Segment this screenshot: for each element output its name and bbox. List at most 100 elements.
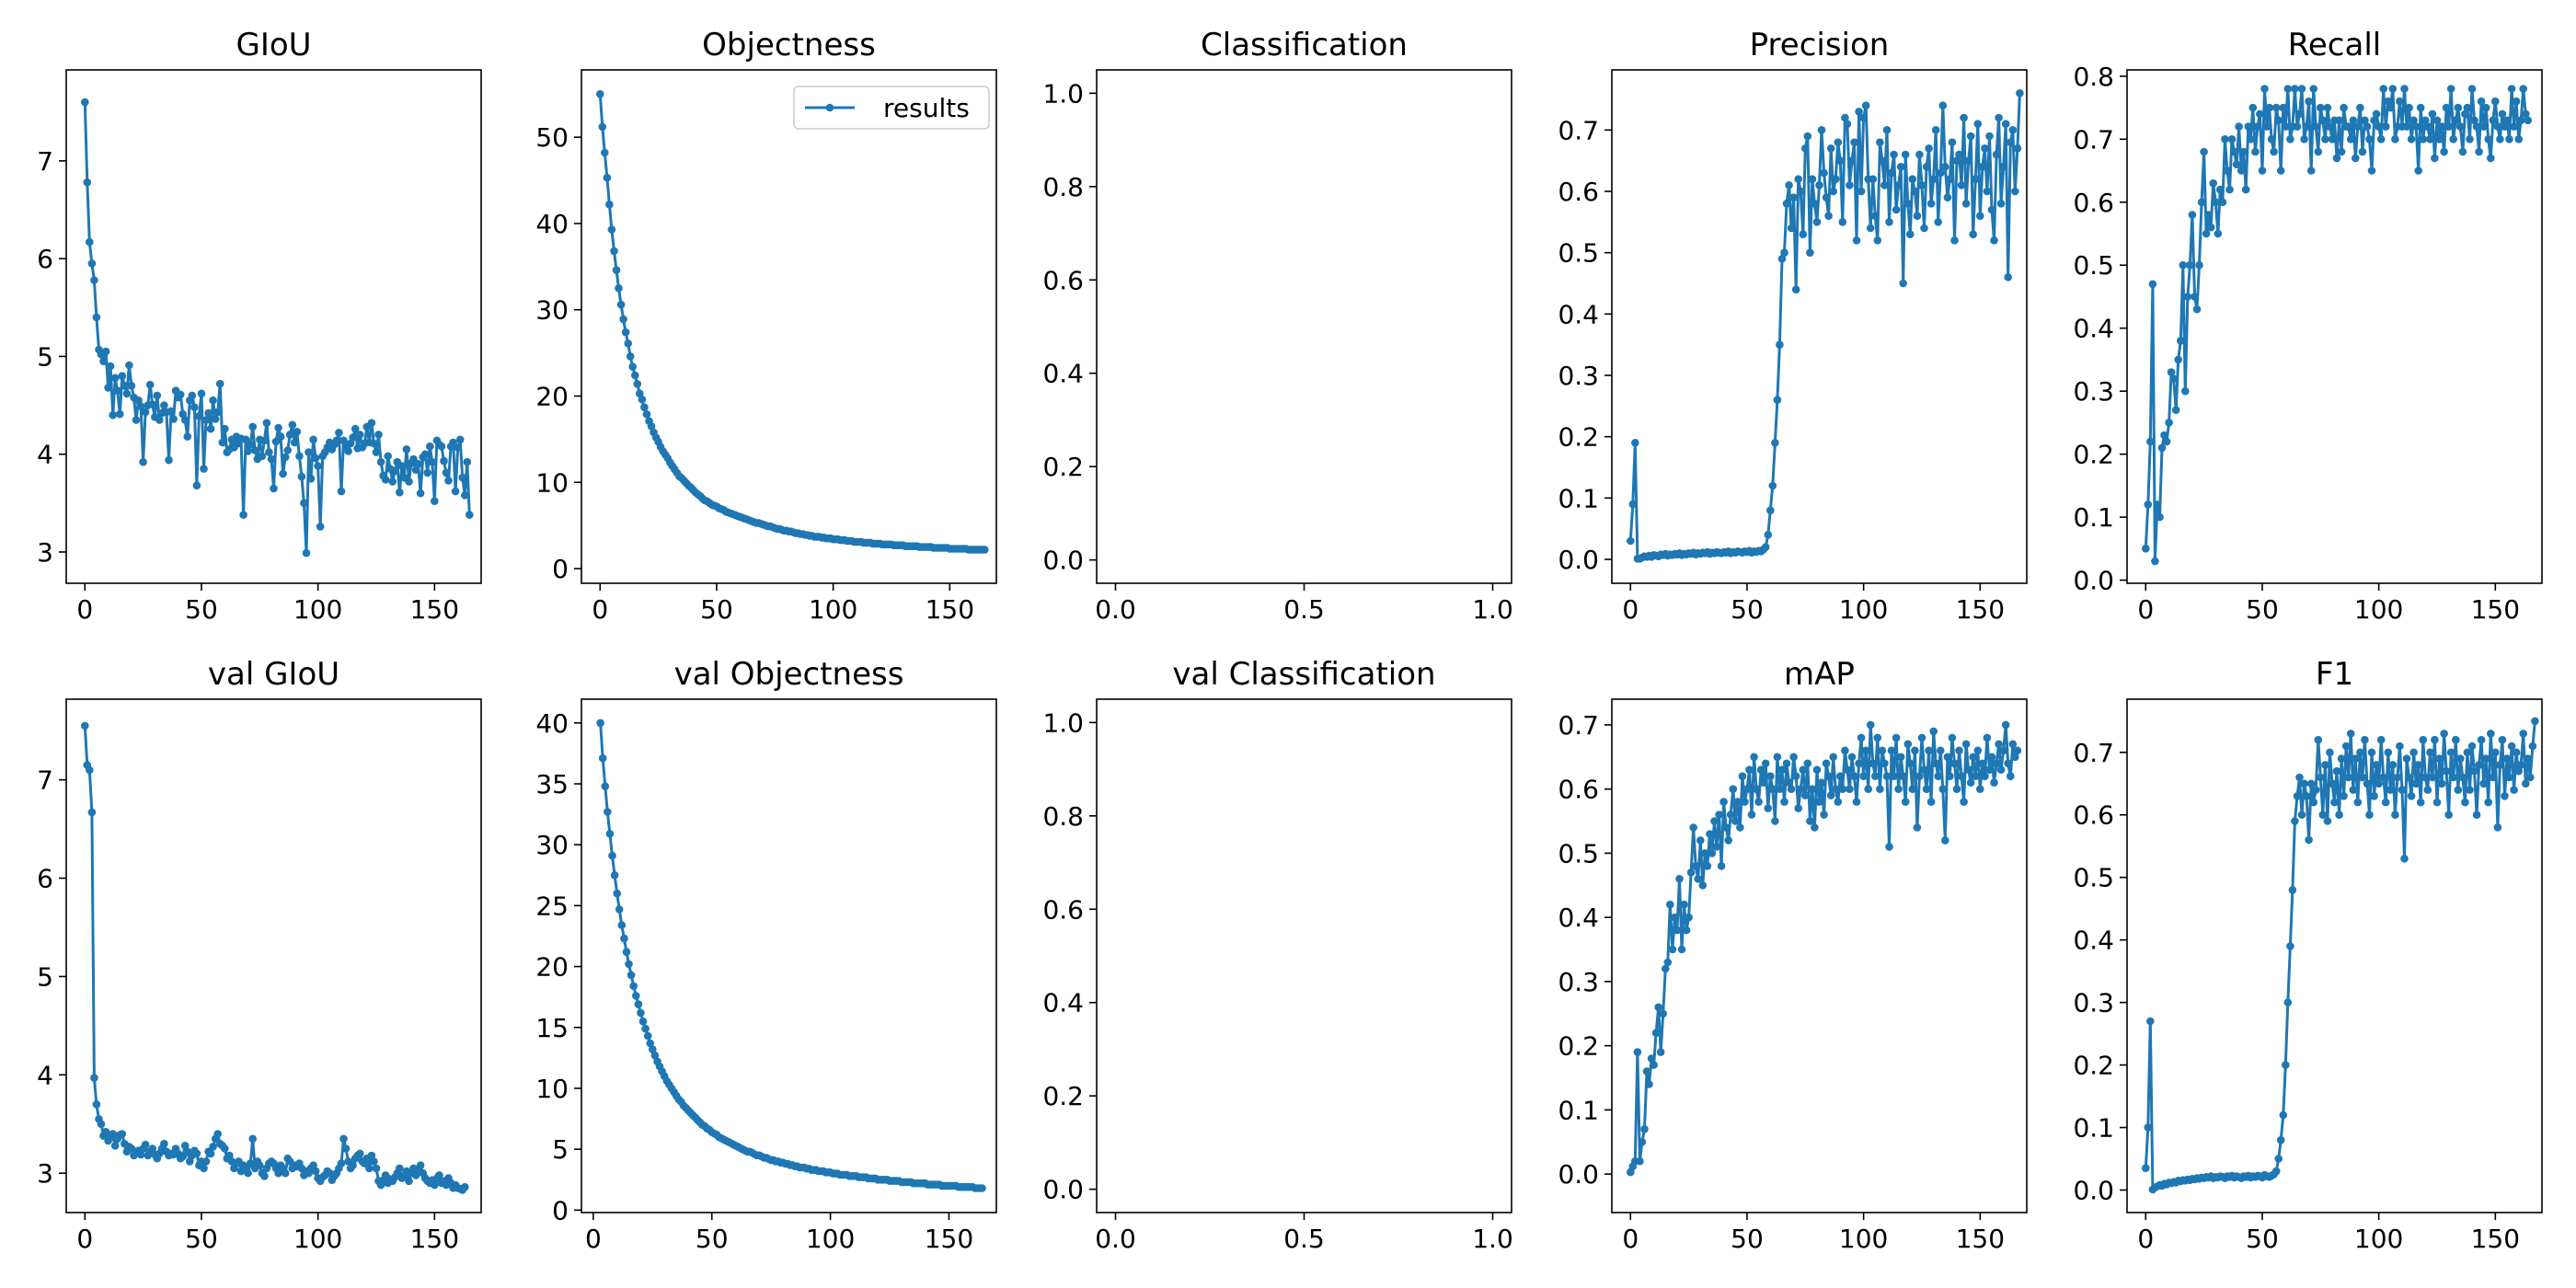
y-tick-label: 0.0: [2073, 566, 2114, 596]
data-point: [1841, 113, 1849, 122]
data-point: [1694, 875, 1702, 883]
data-point: [978, 1184, 986, 1192]
data-point: [1836, 772, 1845, 780]
data-point: [617, 921, 627, 929]
data-point: [2271, 103, 2281, 112]
data-point: [1908, 785, 1917, 793]
data-point: [1750, 753, 1758, 762]
data-point: [1978, 759, 1987, 768]
x-tick-label: 0: [2137, 1224, 2154, 1254]
y-tick-label: 0.0: [2073, 1176, 2114, 1206]
data-point: [1780, 248, 1788, 258]
data-point: [200, 465, 208, 473]
x-tick-label: 1.0: [1472, 1224, 1513, 1254]
data-point: [1946, 175, 1954, 183]
data-point: [409, 454, 418, 464]
data-point: [2239, 147, 2248, 156]
data-point: [2405, 103, 2413, 112]
data-point: [2398, 786, 2407, 794]
data-point: [2437, 779, 2446, 788]
data-point: [2274, 1155, 2283, 1163]
data-point: [423, 468, 432, 477]
data-point: [335, 429, 343, 437]
data-point: [1794, 175, 1802, 183]
data-point: [136, 402, 145, 410]
data-point: [306, 475, 316, 483]
data-point: [2512, 97, 2521, 106]
data-point: [1966, 132, 1975, 141]
data-point: [612, 266, 621, 274]
data-point: [2323, 817, 2332, 825]
data-point: [2309, 85, 2317, 93]
data-point: [1985, 765, 1994, 774]
data-point: [2411, 122, 2421, 131]
data-point: [2174, 355, 2182, 364]
y-tick-label: 0.5: [1558, 838, 1599, 868]
data-point: [365, 1164, 374, 1173]
data-point: [2191, 293, 2199, 301]
data-point: [1913, 823, 1922, 832]
data-point: [1801, 791, 1810, 799]
data-point: [1682, 926, 1691, 935]
data-point: [2227, 135, 2237, 144]
data-point: [1887, 168, 1896, 178]
data-point: [2477, 97, 2486, 106]
data-point: [2442, 766, 2451, 776]
data-point: [1654, 1003, 1662, 1012]
data-point: [2361, 735, 2369, 744]
data-point: [116, 409, 124, 419]
data-point: [1771, 817, 1779, 825]
data-point: [248, 422, 258, 431]
data-point: [1948, 138, 1957, 146]
data-point: [2463, 748, 2472, 757]
data-point: [1920, 765, 1928, 774]
data-point: [1628, 500, 1638, 509]
data-point: [209, 396, 217, 405]
data-point: [616, 300, 626, 309]
data-point: [1852, 236, 1861, 245]
data-point: [1908, 175, 1917, 183]
data-point: [2221, 135, 2229, 144]
data-point: [201, 416, 211, 424]
data-point: [1719, 798, 1728, 806]
data-point: [2467, 742, 2477, 751]
data-point: [2516, 116, 2525, 125]
data-point: [314, 462, 322, 470]
data-point: [1666, 900, 1674, 909]
y-tick-label: 0.3: [1558, 967, 1599, 997]
y-tick-label: 0.4: [2073, 314, 2114, 344]
data-point: [2151, 557, 2159, 566]
data-point: [285, 431, 294, 439]
data-point: [1992, 150, 2001, 159]
data-point: [250, 446, 259, 454]
data-point: [2144, 1123, 2153, 1132]
data-point: [1892, 733, 1901, 742]
data-point: [305, 448, 313, 456]
x-tick-label: 100: [293, 1224, 342, 1254]
data-point: [1820, 168, 1828, 178]
data-point: [2007, 772, 2015, 780]
y-tick-label: 50: [535, 122, 569, 153]
data-point: [344, 447, 352, 455]
data-point: [2251, 147, 2260, 156]
data-point: [1685, 913, 1693, 922]
x-tick-label: 0: [1622, 1224, 1639, 1254]
y-tick-label: 0.4: [1558, 903, 1599, 933]
data-point: [1764, 804, 1773, 812]
data-point: [2461, 109, 2469, 119]
data-point: [1651, 1029, 1661, 1037]
x-tick-label: 1.0: [1472, 594, 1513, 625]
data-point: [349, 1161, 357, 1169]
data-point: [1794, 804, 1802, 812]
data-point: [1880, 181, 1889, 190]
data-point: [215, 379, 224, 388]
y-tick-label: 6: [37, 244, 53, 274]
data-point: [1929, 175, 1938, 183]
subplot-title: GIoU: [236, 27, 311, 63]
data-point: [2384, 97, 2393, 106]
x-tick-label: 0: [76, 1224, 93, 1254]
subplot-title: val GIoU: [208, 656, 339, 693]
data-point: [643, 1031, 652, 1041]
data-point: [1738, 772, 1747, 780]
data-point: [1764, 531, 1773, 539]
